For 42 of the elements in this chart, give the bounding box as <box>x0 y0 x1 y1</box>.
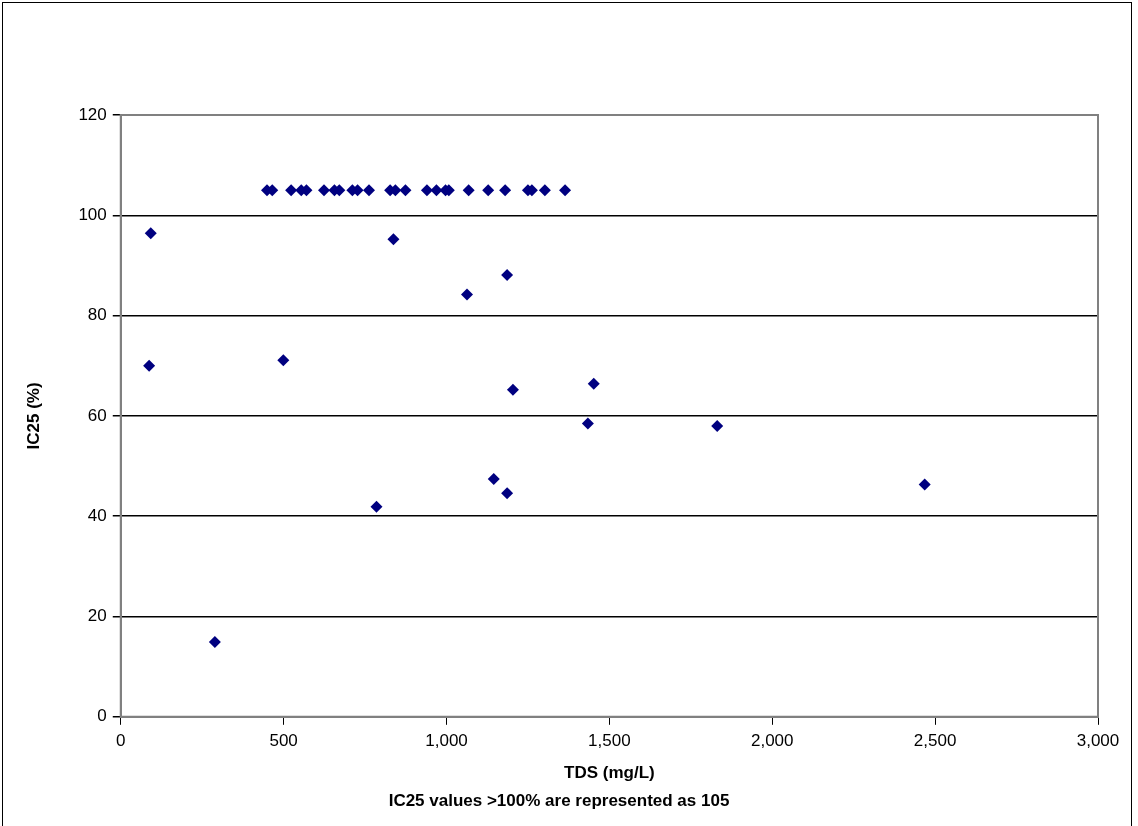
x-tick-label: 3,000 <box>1076 730 1120 750</box>
point <box>144 227 157 240</box>
y-axis-title: IC25 (%) <box>23 382 43 450</box>
point <box>143 359 156 372</box>
point <box>318 184 331 197</box>
point <box>506 383 519 396</box>
y-tick-label: 60 <box>87 405 107 425</box>
x-tick-label: 2,500 <box>913 730 957 750</box>
point <box>501 268 514 281</box>
point <box>559 184 572 197</box>
x-tick-label: 500 <box>269 730 298 750</box>
point <box>461 288 474 301</box>
point <box>277 354 290 367</box>
point <box>499 184 512 197</box>
x-tick-label: 0 <box>116 730 126 750</box>
x-tick-label: 1,000 <box>425 730 468 750</box>
point <box>538 184 551 197</box>
y-tick-label: 100 <box>78 204 107 224</box>
point <box>208 636 221 649</box>
x-axis-title: TDS (mg/L) <box>564 763 655 783</box>
x-tick-label: 2,000 <box>750 730 794 750</box>
point <box>462 184 475 197</box>
point <box>285 184 298 197</box>
point <box>399 184 412 197</box>
point <box>711 419 724 432</box>
y-tick-label: 0 <box>97 706 107 726</box>
point <box>501 487 514 500</box>
point <box>420 184 433 197</box>
y-tick-label: 20 <box>87 606 107 626</box>
text: IC25 values >100% are represented as 105 <box>388 791 730 811</box>
y-tick-label: 40 <box>87 505 107 525</box>
point <box>482 184 495 197</box>
y-tick-label: 120 <box>78 104 107 124</box>
point <box>581 417 594 430</box>
point <box>487 473 500 486</box>
point <box>918 478 931 491</box>
point <box>587 377 600 390</box>
y-tick-label: 80 <box>87 305 107 325</box>
point <box>387 233 400 246</box>
point <box>362 184 375 197</box>
point <box>370 500 383 513</box>
x-tick-label: 1,500 <box>588 730 631 750</box>
